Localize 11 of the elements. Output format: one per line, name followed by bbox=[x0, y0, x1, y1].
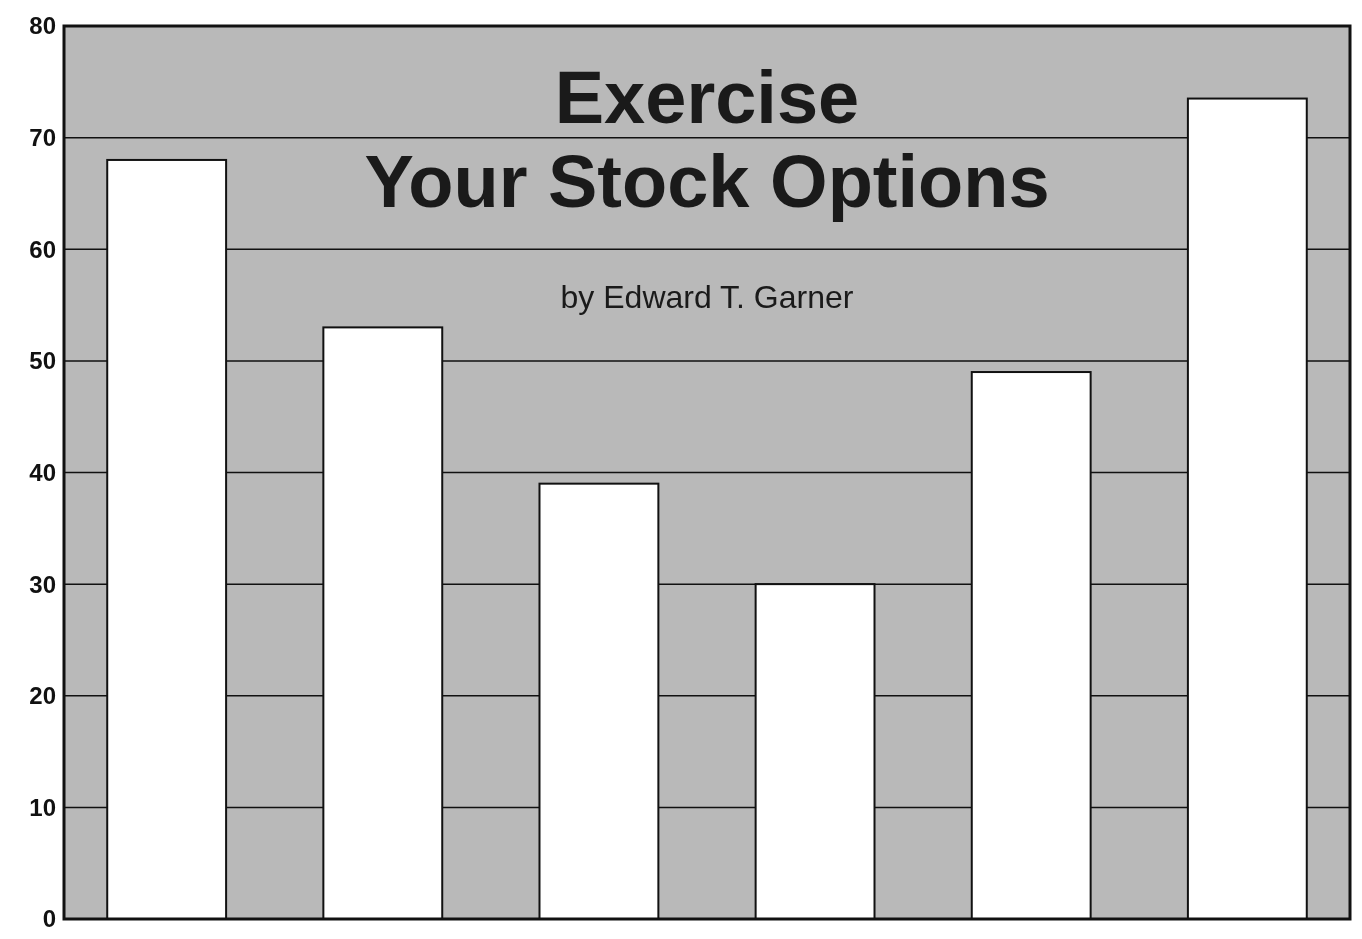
y-tick-label: 50 bbox=[29, 347, 56, 375]
y-tick-label: 80 bbox=[29, 12, 56, 40]
y-tick-label: 40 bbox=[29, 458, 56, 486]
text: Exercise Your Stock Options bbox=[364, 56, 1050, 223]
y-tick-label: 0 bbox=[42, 905, 56, 933]
y-tick-label: 70 bbox=[29, 124, 56, 152]
y-tick-label: 20 bbox=[29, 682, 56, 710]
y-tick-label: 10 bbox=[29, 793, 56, 821]
text: by Edward T. Garner bbox=[560, 279, 854, 315]
y-tick-label: 30 bbox=[29, 570, 56, 598]
y-tick-label: 60 bbox=[29, 235, 56, 263]
